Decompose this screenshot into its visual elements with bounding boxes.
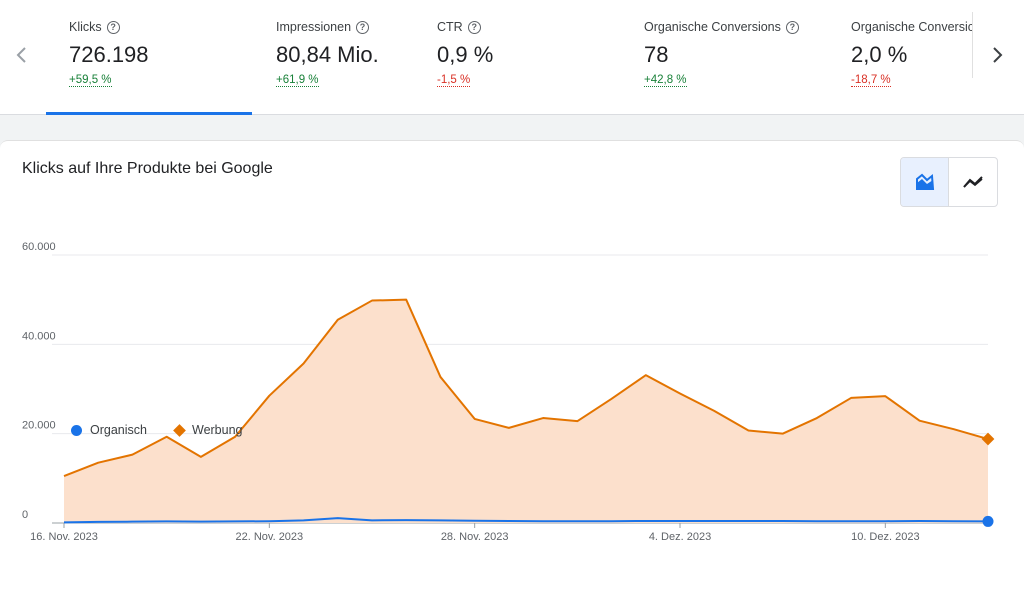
- y-tick-label: 60.000: [22, 241, 56, 253]
- x-tick-label: 4. Dez. 2023: [649, 531, 711, 543]
- x-tick-label: 28. Nov. 2023: [441, 531, 509, 543]
- metric-delta: +59,5 %: [69, 74, 112, 87]
- legend-marker: [173, 423, 186, 437]
- help-circle-icon[interactable]: ?: [106, 20, 120, 34]
- y-tick-label: 0: [22, 509, 28, 521]
- legend-item-werbung[interactable]: Werbung: [173, 423, 243, 437]
- series-area-werbung: [64, 299, 988, 523]
- metric-ctr[interactable]: CTR? 0,9 % -1,5 %: [437, 20, 493, 88]
- metric-organische-conversions[interactable]: Organische Conversions? 78 +42,8 %: [644, 20, 799, 88]
- metrics-card: Klicks? 726.198 +59,5 % Impressionen? 80…: [0, 0, 1024, 115]
- selected-metric-indicator: [46, 112, 252, 115]
- metric-value: 726.198: [69, 42, 149, 67]
- metric-delta: -18,7 %: [851, 74, 891, 87]
- x-tick-label: 10. Dez. 2023: [851, 531, 920, 543]
- legend-marker: [71, 424, 82, 436]
- help-circle-icon[interactable]: ?: [785, 20, 799, 34]
- x-tick-label: 16. Nov. 2023: [30, 531, 98, 543]
- metric-value: 2,0 %: [851, 42, 908, 67]
- chart-type-toggle: [900, 157, 998, 207]
- series-line-organisch: [63, 517, 989, 524]
- metric-value: 78: [644, 42, 669, 67]
- area-chart-icon[interactable]: [901, 158, 950, 206]
- metric-value: 80,84 Mio.: [276, 42, 379, 67]
- metric-impressionen[interactable]: Impressionen? 80,84 Mio. +61,9 %: [276, 20, 379, 88]
- legend-item-organisch[interactable]: Organisch: [71, 423, 147, 437]
- help-circle-icon[interactable]: ?: [356, 20, 370, 34]
- series-line-werbung: [63, 298, 989, 478]
- metric-value: 0,9 %: [437, 42, 494, 67]
- metric-delta: +61,9 %: [276, 74, 319, 87]
- metric-delta: +42,8 %: [644, 74, 687, 87]
- x-tick-label: 22. Nov. 2023: [235, 531, 303, 543]
- y-tick-label: 40.000: [22, 330, 56, 342]
- metric-label: Organische Conversions: [644, 20, 781, 34]
- help-circle-icon[interactable]: ?: [467, 20, 481, 34]
- legend-label: Organisch: [90, 423, 147, 437]
- legend-label: Werbung: [192, 423, 243, 437]
- line-chart-icon[interactable]: [949, 158, 997, 206]
- metric-label: Impressionen: [276, 20, 352, 34]
- metric-klicks[interactable]: Klicks? 726.198 +59,5 %: [69, 20, 149, 88]
- metric-label: Klicks: [69, 20, 102, 34]
- series-end-marker-organisch: [982, 515, 994, 527]
- chevron-left-icon[interactable]: [6, 40, 36, 70]
- chevron-right-icon[interactable]: [983, 40, 1013, 70]
- metric-label: Organische Conversic: [851, 20, 973, 34]
- metric-organische-conversion-rate[interactable]: Organische Conversic 2,0 % -18,7 %: [851, 20, 973, 88]
- divider: [972, 12, 973, 78]
- metric-delta: -1,5 %: [437, 74, 471, 87]
- y-tick-label: 20.000: [22, 420, 56, 432]
- chart-title: Klicks auf Ihre Produkte bei Google: [22, 160, 273, 177]
- metric-label: CTR: [437, 20, 463, 34]
